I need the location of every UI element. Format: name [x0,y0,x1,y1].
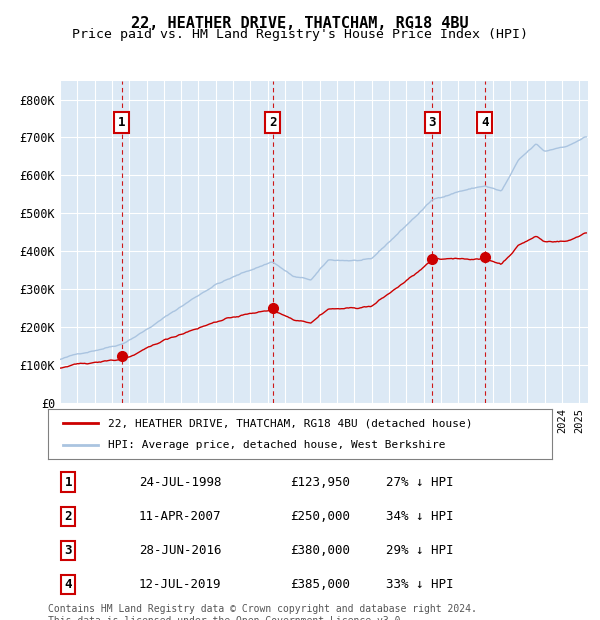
Text: 4: 4 [481,116,488,129]
Text: HPI: Average price, detached house, West Berkshire: HPI: Average price, detached house, West… [109,440,446,450]
Text: 1: 1 [64,476,72,489]
Text: 34% ↓ HPI: 34% ↓ HPI [386,510,453,523]
Text: 29% ↓ HPI: 29% ↓ HPI [386,544,453,557]
Text: 1: 1 [118,116,125,129]
Text: 27% ↓ HPI: 27% ↓ HPI [386,476,453,489]
Text: 11-APR-2007: 11-APR-2007 [139,510,221,523]
Text: 2: 2 [64,510,72,523]
Text: 22, HEATHER DRIVE, THATCHAM, RG18 4BU: 22, HEATHER DRIVE, THATCHAM, RG18 4BU [131,16,469,30]
Text: £250,000: £250,000 [290,510,350,523]
Text: 22, HEATHER DRIVE, THATCHAM, RG18 4BU (detached house): 22, HEATHER DRIVE, THATCHAM, RG18 4BU (d… [109,418,473,428]
Text: Price paid vs. HM Land Registry's House Price Index (HPI): Price paid vs. HM Land Registry's House … [72,28,528,41]
Text: £385,000: £385,000 [290,578,350,591]
Text: 4: 4 [64,578,72,591]
Text: 2: 2 [269,116,277,129]
Text: 3: 3 [64,544,72,557]
Text: £123,950: £123,950 [290,476,350,489]
Text: 33% ↓ HPI: 33% ↓ HPI [386,578,453,591]
Text: 12-JUL-2019: 12-JUL-2019 [139,578,221,591]
Text: Contains HM Land Registry data © Crown copyright and database right 2024.
This d: Contains HM Land Registry data © Crown c… [48,604,477,620]
Text: 28-JUN-2016: 28-JUN-2016 [139,544,221,557]
Text: £380,000: £380,000 [290,544,350,557]
Text: 3: 3 [428,116,436,129]
Text: 24-JUL-1998: 24-JUL-1998 [139,476,221,489]
